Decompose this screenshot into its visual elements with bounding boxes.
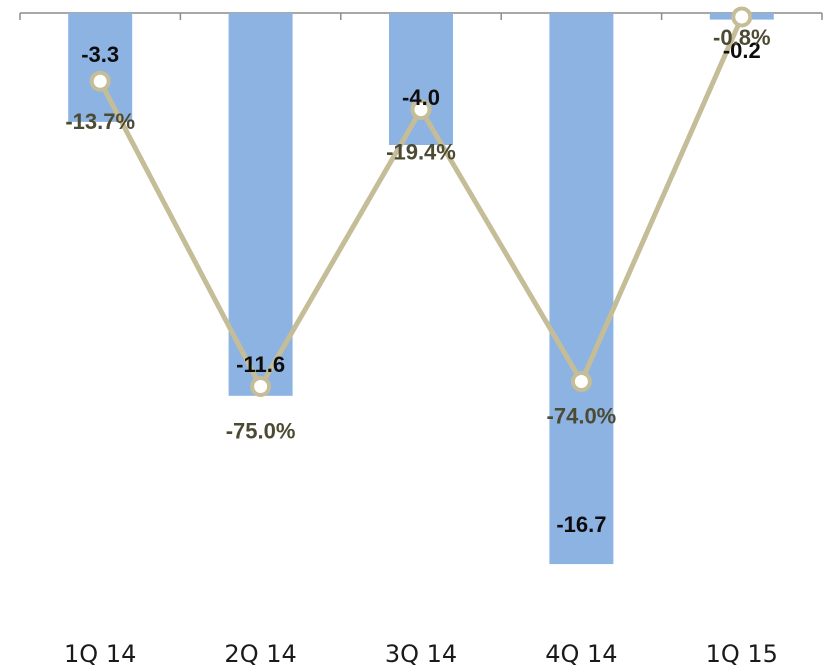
line-point	[731, 6, 753, 28]
bar-value-label: -0.2	[723, 38, 761, 63]
category-label: 4Q 14	[545, 640, 617, 668]
bar	[68, 13, 133, 122]
line-point	[410, 99, 432, 121]
bar-value-label: -4.0	[402, 85, 440, 110]
category-label: 1Q 14	[64, 640, 136, 668]
percent-label: -19.4%	[386, 140, 456, 165]
line-point	[89, 70, 111, 92]
bar	[228, 13, 293, 396]
bar	[549, 13, 614, 565]
line-point	[250, 376, 272, 397]
category-labels: 1Q 14 2Q 14 3Q 14 4Q 14 1Q 15	[64, 640, 778, 668]
percent-label: -74.0%	[547, 404, 617, 429]
bar-value-label: -16.7	[556, 512, 606, 537]
bar	[389, 13, 453, 145]
line-point	[570, 371, 592, 393]
category-label: 2Q 14	[224, 640, 296, 668]
bar-value-label: -11.6	[236, 352, 285, 377]
line-series	[89, 6, 753, 397]
percent-label: -13.7%	[65, 109, 135, 134]
category-label: 3Q 14	[385, 640, 457, 668]
percent-label: -75.0%	[226, 419, 296, 444]
category-label: 1Q 15	[706, 640, 778, 668]
bar-value-label: -3.3	[81, 42, 119, 67]
data-labels: -3.3 -11.6 -4.0 -16.7 -0.2 -13.7% -75.0% -19.4%…	[65, 25, 770, 537]
bars	[68, 13, 774, 565]
percent-label: -0.8%	[713, 25, 770, 50]
